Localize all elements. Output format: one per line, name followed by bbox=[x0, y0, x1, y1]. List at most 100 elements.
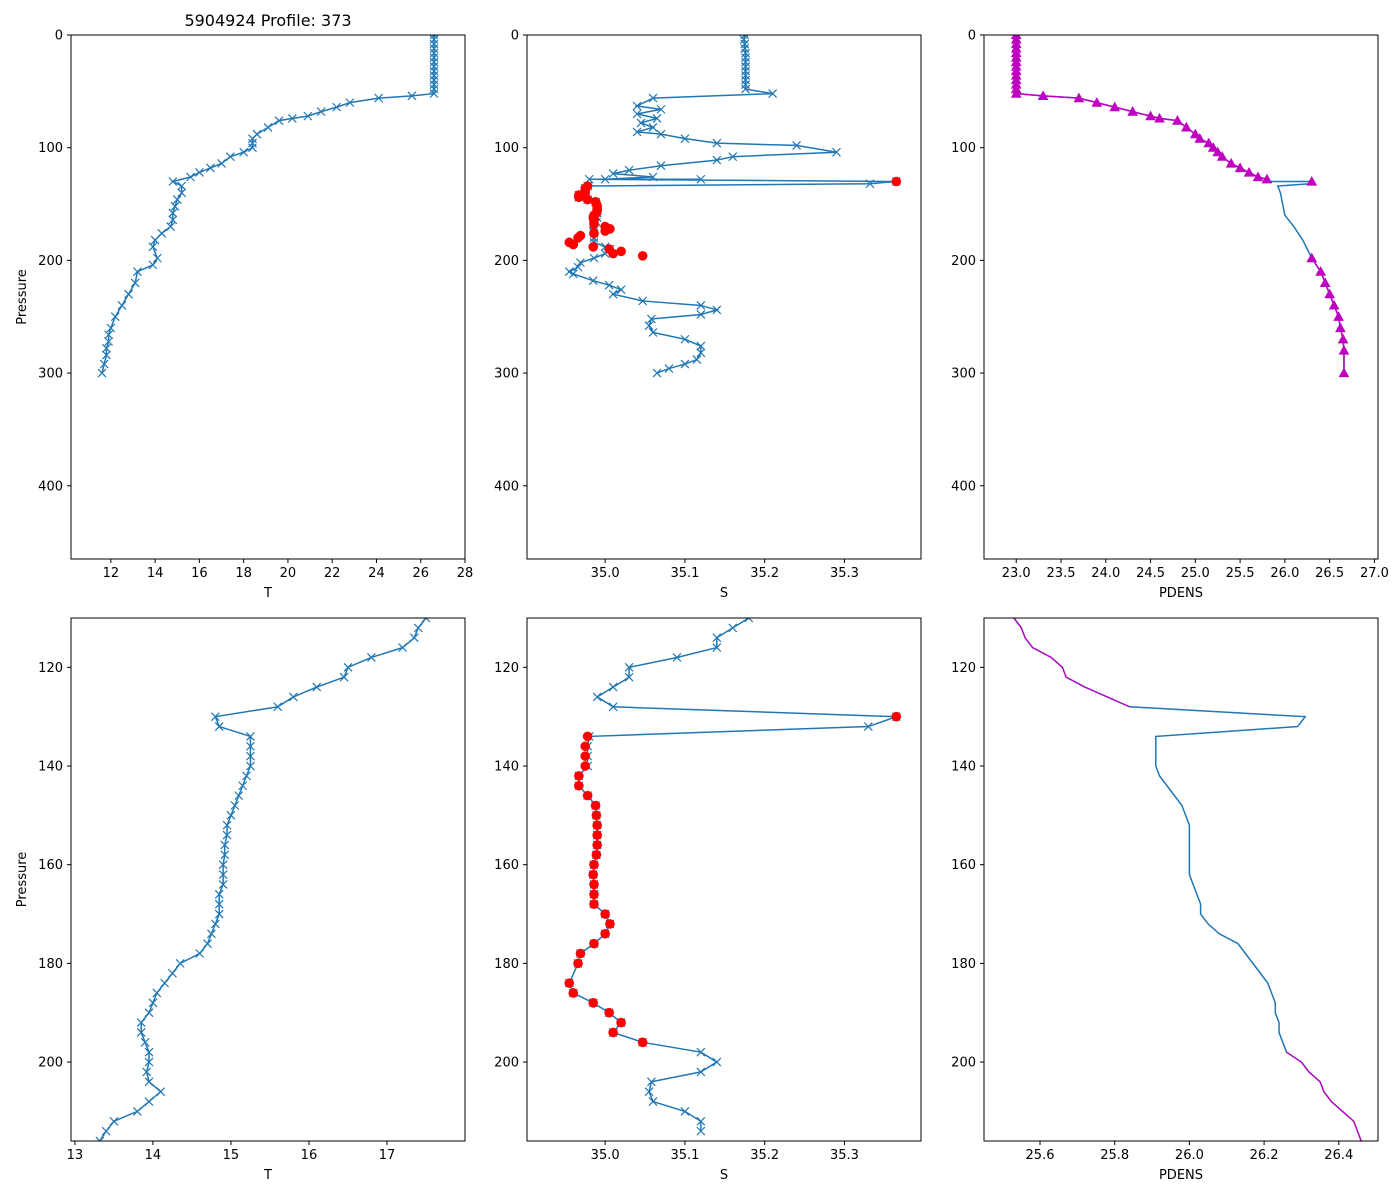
data-point-marker bbox=[696, 1126, 706, 1136]
x-axis-label: T bbox=[263, 586, 272, 601]
flagged-point bbox=[575, 948, 586, 959]
data-point-marker bbox=[672, 653, 682, 662]
data-point-marker bbox=[863, 722, 873, 731]
data-point-marker bbox=[656, 161, 666, 171]
x-tick-label: 35.0 bbox=[591, 1148, 620, 1163]
data-point-marker bbox=[696, 310, 706, 319]
data-point-marker bbox=[608, 169, 618, 179]
x-tick-label: 28 bbox=[457, 566, 474, 581]
data-point-marker bbox=[624, 672, 634, 682]
y-tick-label: 300 bbox=[38, 367, 63, 382]
data-point-marker bbox=[172, 195, 182, 204]
data-point-marker bbox=[218, 880, 228, 889]
axes-frame bbox=[70, 617, 466, 1142]
data-point-marker bbox=[564, 267, 574, 277]
flagged-point bbox=[574, 780, 584, 791]
y-tick-label: 200 bbox=[951, 1056, 976, 1071]
flagged-point bbox=[600, 909, 610, 919]
x-tick-label: 24.5 bbox=[1136, 566, 1165, 581]
x-tick-label: 35.0 bbox=[591, 566, 620, 581]
data-point-marker bbox=[604, 280, 614, 290]
flagged-point bbox=[573, 233, 583, 243]
data-point-marker bbox=[218, 870, 228, 879]
data-point-marker bbox=[768, 89, 778, 99]
x-tick-label: 18 bbox=[235, 566, 252, 581]
data-point-marker bbox=[273, 702, 283, 712]
flagged-point bbox=[589, 859, 599, 870]
data-point-marker bbox=[99, 359, 109, 369]
data-point-marker bbox=[152, 253, 162, 263]
x-tick-label: 35.1 bbox=[670, 566, 699, 581]
flagged-point bbox=[588, 869, 598, 880]
axes-frame bbox=[983, 34, 1379, 560]
data-point-marker bbox=[248, 143, 257, 153]
series-line bbox=[568, 618, 897, 1132]
axes-frame bbox=[983, 617, 1379, 1142]
data-point-marker bbox=[130, 278, 140, 288]
data-point-marker bbox=[680, 1106, 690, 1116]
density-marker bbox=[1338, 367, 1350, 378]
data-point-marker bbox=[616, 285, 626, 295]
data-point-marker bbox=[222, 830, 232, 840]
data-point-marker bbox=[246, 741, 255, 751]
data-point-marker bbox=[144, 1008, 154, 1018]
flagged-point bbox=[573, 958, 583, 969]
data-point-marker bbox=[632, 127, 642, 137]
data-point-marker bbox=[168, 968, 177, 978]
series-line bbox=[99, 618, 427, 1141]
flagged-point bbox=[592, 840, 602, 850]
x-tick-label: 26.2 bbox=[1250, 1148, 1279, 1163]
data-point-marker bbox=[177, 188, 187, 198]
data-point-marker bbox=[407, 91, 417, 101]
flagged-point bbox=[592, 830, 602, 840]
data-point-marker bbox=[712, 305, 722, 315]
data-point-marker bbox=[207, 929, 216, 939]
flagged-point bbox=[580, 751, 591, 761]
data-point-marker bbox=[592, 692, 602, 702]
x-tick-label: 26.4 bbox=[1324, 1148, 1353, 1163]
data-point-marker bbox=[101, 350, 111, 360]
x-tick-label: 20 bbox=[280, 566, 297, 581]
y-tick-label: 120 bbox=[951, 661, 976, 676]
y-tick-label: 160 bbox=[951, 858, 976, 873]
data-point-marker bbox=[206, 163, 215, 173]
flagged-point bbox=[582, 790, 593, 801]
data-point-marker bbox=[656, 129, 666, 139]
x-tick-label: 26.0 bbox=[1270, 566, 1299, 581]
data-point-marker bbox=[238, 781, 248, 791]
data-point-marker bbox=[148, 260, 158, 270]
flagged-point bbox=[582, 731, 593, 742]
data-point-marker bbox=[644, 1087, 654, 1097]
x-tick-label: 26 bbox=[412, 566, 429, 581]
density-marker bbox=[1037, 90, 1049, 100]
data-point-marker bbox=[263, 122, 273, 132]
data-point-marker bbox=[214, 889, 224, 899]
data-point-marker bbox=[696, 348, 706, 358]
density-marker bbox=[1127, 106, 1138, 116]
data-point-marker bbox=[140, 1037, 150, 1047]
density-overlay-line bbox=[1015, 35, 1268, 180]
density-overlay-line bbox=[1311, 257, 1345, 374]
data-point-marker bbox=[132, 1106, 142, 1116]
density-marker bbox=[1207, 142, 1219, 152]
y-tick-label: 100 bbox=[494, 141, 519, 156]
x-tick-label: 15 bbox=[223, 1148, 240, 1163]
data-point-marker bbox=[142, 1067, 152, 1077]
x-tick-label: 14 bbox=[145, 1148, 162, 1163]
data-point-marker bbox=[88, 1167, 96, 1175]
data-point-marker bbox=[316, 107, 326, 117]
data-point-marker bbox=[168, 208, 178, 218]
data-point-marker bbox=[210, 919, 220, 929]
data-point-marker bbox=[90, 1147, 98, 1155]
density-marker bbox=[1145, 110, 1156, 121]
data-point-marker bbox=[413, 623, 423, 633]
y-tick-label: 100 bbox=[38, 141, 63, 156]
x-tick-label: 35.3 bbox=[830, 566, 859, 581]
data-point-marker bbox=[646, 1077, 656, 1087]
flagged-point bbox=[589, 879, 599, 890]
data-point-marker bbox=[97, 368, 107, 378]
density-marker bbox=[1109, 101, 1121, 112]
data-point-marker bbox=[573, 262, 583, 272]
data-point-marker bbox=[696, 1047, 706, 1057]
data-point-marker bbox=[652, 113, 662, 123]
